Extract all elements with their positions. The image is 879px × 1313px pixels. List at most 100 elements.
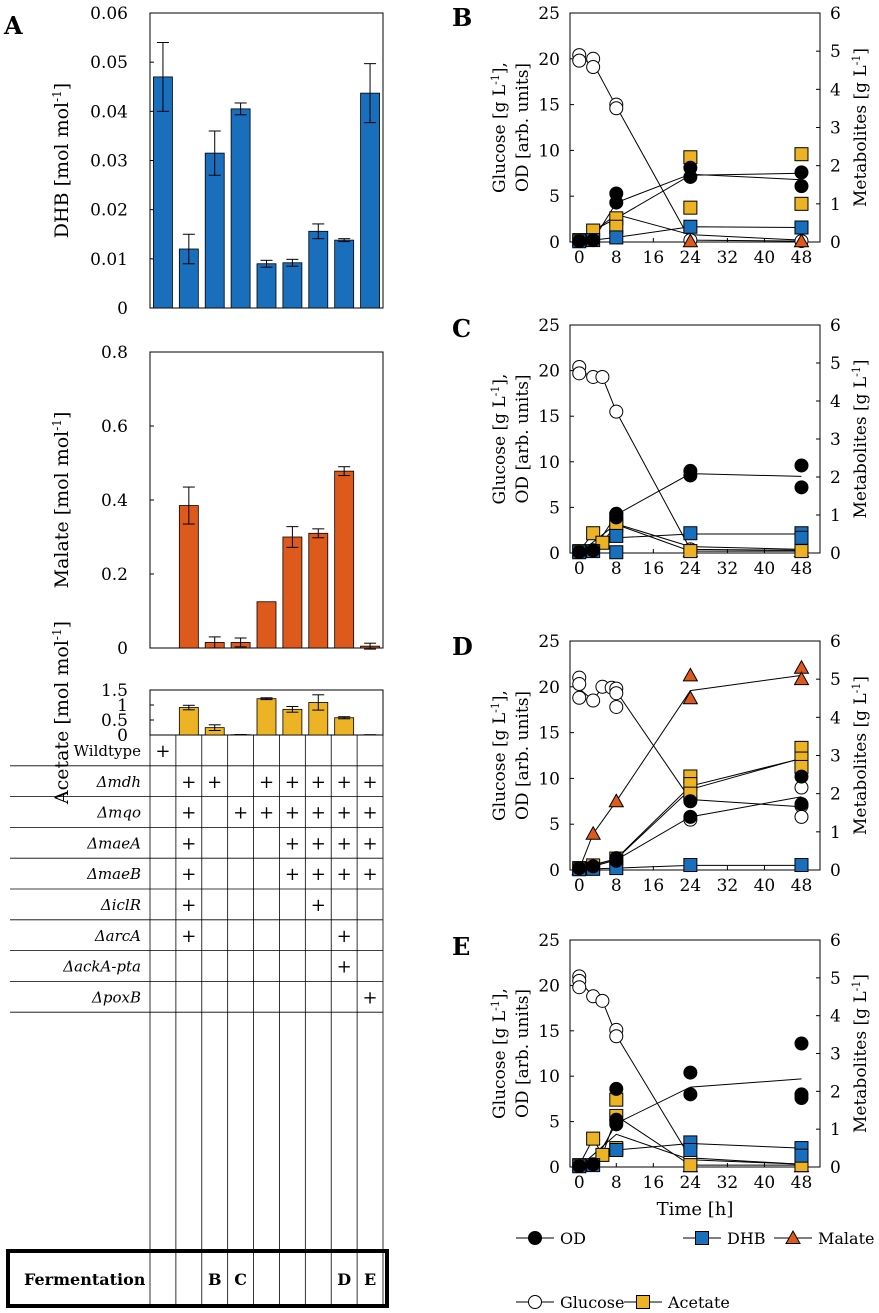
glucose-marker — [609, 699, 624, 714]
y-tick-label: 0.2 — [101, 565, 128, 585]
y-tick-label: 5 — [549, 1113, 560, 1133]
y-tick-label: 10 — [538, 769, 560, 789]
y-tick-label: 15 — [538, 407, 560, 427]
y-axis-label-line2: OD [arb. units] — [513, 63, 533, 192]
plus-mark: + — [337, 864, 352, 885]
malate-marker — [682, 233, 699, 248]
plus-mark: + — [181, 926, 196, 947]
legend-item-acetate: Acetate — [624, 1293, 730, 1312]
y-tick-right-label: 1 — [830, 823, 841, 843]
legend-label: Glucose — [560, 1293, 624, 1312]
x-tick-label: 40 — [754, 248, 776, 268]
y-tick-label: 0.05 — [90, 53, 128, 73]
x-tick-label: 32 — [717, 1173, 739, 1193]
plus-mark: + — [181, 772, 196, 793]
y-axis-label-line1: Glucose [g L-1], — [489, 690, 510, 821]
x-tick-label: 24 — [680, 1173, 702, 1193]
plus-mark: + — [285, 772, 300, 793]
od-marker — [794, 1090, 809, 1105]
row-label: Δmdh — [96, 773, 141, 791]
plus-mark: + — [181, 895, 196, 916]
od-marker — [683, 1065, 698, 1080]
od-marker — [683, 468, 698, 483]
malate-marker — [682, 690, 699, 705]
acetate-marker — [586, 1131, 601, 1146]
y-tick-right-label: 4 — [830, 392, 841, 412]
y-axis-label: Acetate [mol mol-1] — [50, 621, 73, 805]
fermentation-box — [6, 1249, 389, 1308]
plus-mark: + — [337, 926, 352, 947]
y-tick-right-label: 0 — [830, 861, 841, 881]
glucose-marker — [528, 1295, 542, 1309]
bar — [334, 239, 355, 309]
glucose-marker — [572, 690, 587, 705]
dhb-marker — [794, 220, 809, 235]
od-marker — [794, 458, 809, 473]
fermentation-mark: B — [208, 1270, 222, 1289]
y-tick-right-label: 4 — [830, 708, 841, 728]
od-marker — [683, 809, 698, 824]
legend-label: OD — [560, 1229, 586, 1248]
x-tick-label: 32 — [717, 876, 739, 896]
y-tick-right-label: 2 — [830, 157, 841, 177]
y-tick-right-label: 6 — [830, 316, 841, 336]
row-label: ΔarcA — [94, 927, 141, 945]
od-marker — [586, 233, 601, 248]
glucose-marker — [609, 1029, 624, 1044]
legend-item-dhb: DHB — [683, 1229, 766, 1248]
acetate-marker — [683, 544, 698, 559]
bar — [360, 92, 380, 309]
bar-chart-A1: 0 0.01 0.02 0.03 0.04 0.05 0.06 DHB [mol mol-1] — [50, 4, 384, 319]
y-tick-label: 20 — [538, 976, 560, 996]
legend-label: Malate — [818, 1229, 874, 1248]
glucose-marker — [586, 693, 601, 708]
bar — [256, 601, 277, 649]
table-row: ΔmaeB + + + + + — [10, 857, 383, 885]
od-marker — [572, 234, 587, 249]
glucose-marker — [595, 369, 610, 384]
od-marker — [794, 769, 809, 784]
plus-mark: + — [207, 772, 222, 793]
bar-chart-A2: 0 0.2 0.4 0.6 0.8 Malate [mol mol-1] — [50, 343, 384, 659]
y-tick-label: 5 — [549, 187, 560, 207]
od-marker — [609, 195, 624, 210]
y-axis-right-label: Metabolites [g L-1] — [850, 359, 871, 518]
y-tick-label: 25 — [538, 632, 560, 652]
plus-mark: + — [363, 864, 378, 885]
plus-mark: + — [285, 803, 300, 824]
od-marker — [609, 853, 624, 868]
od-marker — [794, 179, 809, 194]
glucose-marker — [572, 677, 587, 692]
x-tick-label: 0 — [574, 248, 585, 268]
y-tick-label: 0.06 — [90, 4, 128, 24]
line-chart-E: 0 5 10 15 20 25 0 1 2 3 4 5 6 0 8 16 24 32 40 48 Glucose [g … — [489, 931, 871, 1220]
y-tick-right-label: 5 — [830, 354, 841, 374]
y-tick-label: 0.01 — [90, 250, 128, 270]
dhb-marker — [683, 526, 698, 541]
bar — [334, 470, 355, 649]
dhb-marker — [609, 1142, 624, 1157]
od-marker — [572, 545, 587, 560]
od-marker — [794, 165, 809, 180]
x-tick-label: 24 — [680, 559, 702, 579]
dhb-marker — [794, 1148, 809, 1163]
dhb-marker — [609, 528, 624, 543]
line-chart-B: 0 5 10 15 20 25 0 1 2 3 4 5 6 0 8 16 24 32 40 48 Glucose [g … — [489, 4, 871, 268]
plus-mark: + — [285, 833, 300, 854]
od-marker — [609, 1117, 624, 1132]
bar — [308, 230, 329, 309]
y-tick-right-label: 6 — [830, 632, 841, 652]
glucose-marker — [609, 404, 624, 419]
row-label: ΔpoxB — [91, 988, 141, 1006]
y-tick-right-label: 3 — [830, 747, 841, 767]
y-tick-label: 25 — [538, 4, 560, 24]
acetate-marker — [636, 1295, 650, 1309]
row-label: Δmqo — [96, 804, 141, 822]
bar — [334, 717, 355, 736]
y-tick-label: 0.6 — [101, 417, 128, 437]
y-tick-right-label: 5 — [830, 42, 841, 62]
od-marker — [609, 510, 624, 525]
acetate-marker — [794, 544, 809, 559]
y-tick-label: 15 — [538, 1022, 560, 1042]
legend-item-od: OD — [516, 1229, 586, 1248]
